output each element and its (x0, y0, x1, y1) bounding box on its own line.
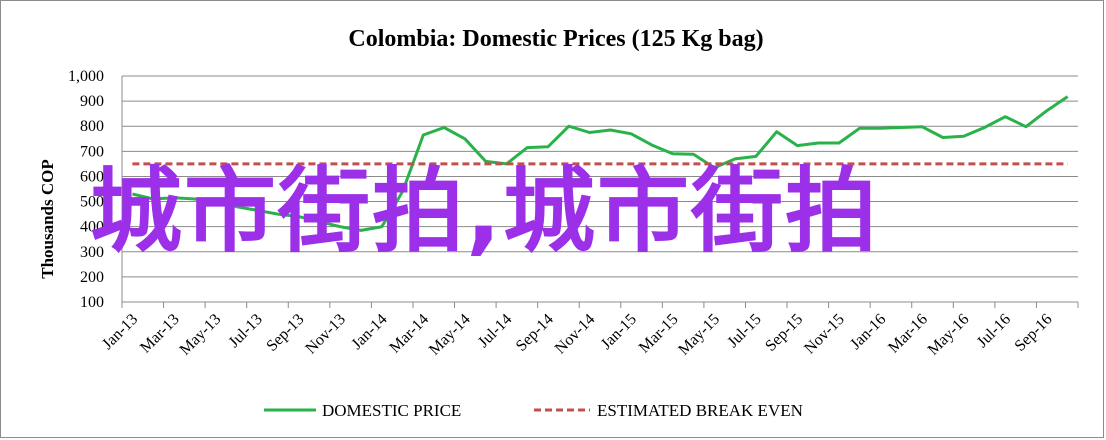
y-axis-label: Thousands COP (38, 159, 57, 279)
x-tick-label: Sep-14 (513, 311, 557, 355)
x-tick-label: Nov-14 (552, 311, 599, 358)
x-tick-label: Mar-16 (885, 311, 931, 357)
y-axis-ticks: 100 200 300 400 500 600 700 800 900 1,000 (68, 68, 104, 311)
x-tick-label: Mar-15 (636, 311, 682, 357)
y-tick-label: 100 (80, 294, 104, 311)
x-tick-label: Sep-16 (1012, 311, 1056, 355)
x-tick-label: Jul-13 (226, 311, 266, 351)
y-tick-label: 900 (80, 93, 104, 110)
watermark-text: 城市街拍,城市街拍 (90, 158, 879, 265)
series-lines (132, 95, 1069, 232)
x-tick-label: Jul-15 (724, 311, 764, 351)
y-tick-label: 400 (80, 219, 104, 236)
y-tick-label: 300 (80, 244, 104, 261)
x-tick-label: Jan-14 (348, 311, 390, 353)
legend-label: DOMESTIC PRICE (322, 401, 461, 420)
axes (121, 76, 1079, 308)
y-tick-label: 700 (80, 143, 104, 160)
y-tick-label: 200 (80, 269, 104, 286)
chart-title: Colombia: Domestic Prices (125 Kg bag) (348, 26, 763, 52)
legend-label: ESTIMATED BREAK EVEN (597, 401, 803, 420)
x-tick-label: Sep-15 (762, 311, 806, 355)
x-tick-label: Jan-16 (847, 311, 889, 353)
y-tick-label: 500 (80, 194, 104, 211)
x-tick-label: Jul-14 (475, 311, 515, 351)
y-tick-label: 600 (80, 168, 104, 185)
grid-lines (122, 75, 1078, 303)
x-tick-label: Jan-15 (598, 311, 640, 353)
x-tick-label: May-16 (925, 311, 973, 359)
series-line (132, 95, 1069, 232)
x-tick-label: May-14 (426, 311, 474, 359)
x-tick-label: Mar-13 (137, 311, 183, 357)
x-tick-label: May-13 (177, 311, 225, 359)
y-tick-label: 1,000 (68, 68, 104, 85)
legend: DOMESTIC PRICE ESTIMATED BREAK EVEN (264, 401, 803, 420)
x-tick-label: Nov-13 (302, 311, 349, 358)
y-tick-label: 800 (80, 118, 104, 135)
x-tick-label: May-15 (675, 311, 723, 359)
x-tick-label: Nov-15 (801, 311, 848, 358)
x-tick-label: Sep-13 (263, 311, 307, 355)
x-tick-label: Jan-13 (99, 311, 141, 353)
x-tick-label: Mar-14 (386, 311, 432, 357)
x-tick-label: Jul-16 (974, 311, 1014, 351)
